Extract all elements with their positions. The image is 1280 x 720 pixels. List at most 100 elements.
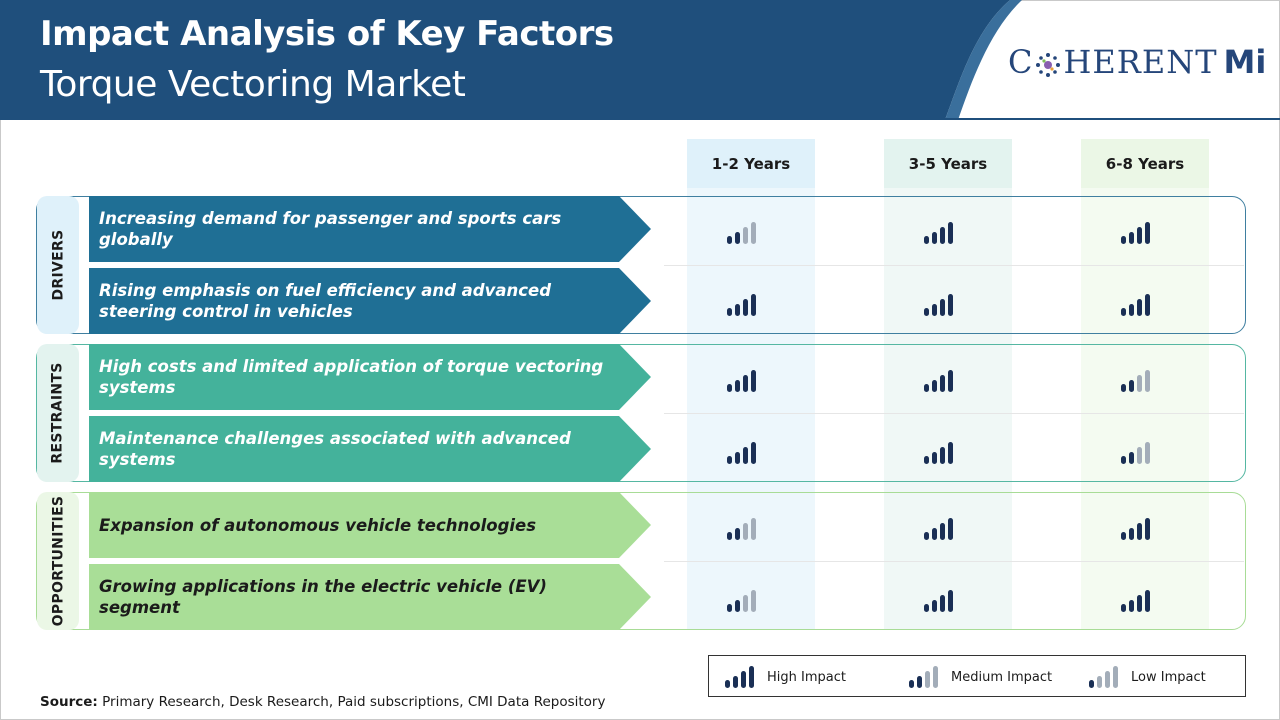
row-arrow-shape [89,196,651,262]
signal-bar [1105,671,1110,688]
signal-bar [727,308,732,316]
row-arrow-shape [89,492,651,558]
signal-bar [727,456,732,464]
factor-label: Rising emphasis on fuel efficiency and a… [99,281,552,321]
signal-bar [1137,299,1142,316]
row-separator [664,561,1244,562]
impact-indicator-high [924,586,964,612]
group-frame-drivers [36,196,1246,334]
group-frame-opportunities [36,492,1246,630]
signal-bar [751,442,756,464]
signal-bar [924,532,929,540]
coherent-mi-logo: C HERENT Mi [1008,40,1266,84]
signal-bar [727,384,732,392]
signal-bar [749,666,754,688]
factor-row: Increasing demand for passenger and spor… [89,196,653,262]
signal-bar [1137,523,1142,540]
legend-high-icon [725,666,761,688]
signal-bar [932,528,937,540]
group-label-text: DRIVERS [50,229,67,301]
signal-bar [948,294,953,316]
impact-indicator-medium [727,586,767,612]
signal-bar [932,452,937,464]
factor-row: High costs and limited application of to… [89,344,653,410]
legend-label: Medium Impact [951,670,1053,685]
row-arrow-shape [89,564,651,630]
logo-o-icon [1036,52,1061,77]
impact-indicator-high [1121,218,1161,244]
impact-indicator-medium [727,218,767,244]
signal-bar [1129,600,1134,612]
legend-medium-icon [909,666,945,688]
signal-bar [751,222,756,244]
signal-bar [940,523,945,540]
impact-indicator-high [1121,514,1161,540]
signal-bar [751,370,756,392]
page-title: Impact Analysis of Key Factors [40,14,614,54]
signal-bar [948,222,953,244]
impact-indicator-high [1121,290,1161,316]
signal-bar [1129,232,1134,244]
signal-bar [940,447,945,464]
signal-bar [1145,294,1150,316]
signal-bar [932,380,937,392]
signal-bar [751,294,756,316]
row-separator [664,413,1244,414]
signal-bar [917,676,922,688]
signal-bar [735,600,740,612]
impact-indicator-medium [1121,366,1161,392]
signal-bar [1121,604,1126,612]
signal-bar [924,456,929,464]
factor-row: Growing applications in the electric veh… [89,564,653,630]
signal-bar [948,590,953,612]
factor-label: Increasing demand for passenger and spor… [99,209,562,249]
signal-bar [743,227,748,244]
legend-low-icon [1089,666,1125,688]
signal-bar [727,532,732,540]
signal-bar [1129,304,1134,316]
signal-bar [1145,370,1150,392]
signal-bar [940,375,945,392]
signal-bar [1121,456,1126,464]
signal-bar [1121,308,1126,316]
signal-bar [743,375,748,392]
header: Impact Analysis of Key Factors Torque Ve… [0,0,1280,120]
row-arrow-shape [89,268,651,334]
source-note: Source: Primary Research, Desk Research,… [40,694,605,710]
signal-bar [932,304,937,316]
signal-bar [1129,452,1134,464]
impact-indicator-high [924,218,964,244]
factor-row: Expansion of autonomous vehicle technolo… [89,492,653,558]
group-frame-restraints [36,344,1246,482]
signal-bar [948,370,953,392]
group-label-restraints: RESTRAINTS [37,344,79,482]
signal-bar [725,680,730,688]
legend-label: High Impact [767,670,846,685]
row-separator [664,265,1244,266]
signal-bar [735,304,740,316]
signal-bar [1121,532,1126,540]
factor-label: Maintenance challenges associated with a… [99,429,571,469]
source-text: Primary Research, Desk Research, Paid su… [102,694,606,710]
signal-bar [743,447,748,464]
factor-label: High costs and limited application of to… [99,357,604,397]
signal-bar [940,227,945,244]
signal-bar [948,518,953,540]
signal-bar [735,232,740,244]
legend-label: Low Impact [1131,670,1206,685]
impact-indicator-medium [1121,438,1161,464]
signal-bar [924,384,929,392]
signal-bar [1121,236,1126,244]
signal-bar [940,595,945,612]
column-header: 1-2 Years [687,139,815,188]
signal-bar [751,518,756,540]
signal-bar [909,680,914,688]
factor-row: Maintenance challenges associated with a… [89,416,653,482]
signal-bar [1137,227,1142,244]
signal-bar [735,452,740,464]
signal-bar [727,236,732,244]
impact-indicator-high [1121,586,1161,612]
signal-bar [1145,518,1150,540]
legend-item-high: High Impact [725,666,846,688]
signal-bar [932,232,937,244]
